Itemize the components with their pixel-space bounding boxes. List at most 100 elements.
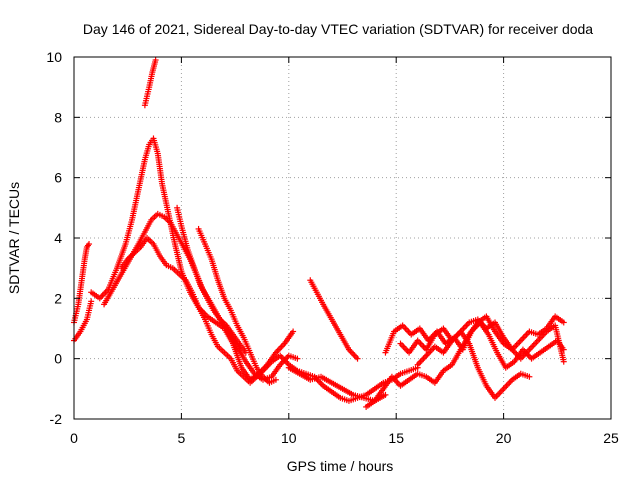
trail-segment bbox=[248, 375, 258, 385]
trail-segment bbox=[493, 387, 506, 400]
trail-segment bbox=[75, 273, 86, 306]
trail-segment bbox=[196, 228, 208, 245]
axis-ticks: 0 5 10 15 20 25 -2 0 2 4 6 8 10 bbox=[46, 49, 619, 446]
trail-segment bbox=[314, 291, 326, 306]
trail-segment bbox=[205, 297, 216, 312]
x-axis-label: GPS time / hours bbox=[287, 458, 394, 474]
trail-segment bbox=[135, 158, 148, 191]
trail-segment bbox=[155, 152, 165, 185]
trail-segment bbox=[185, 249, 197, 270]
trail-segment bbox=[235, 345, 248, 363]
trail-segment bbox=[261, 360, 274, 373]
trail-segment bbox=[469, 320, 482, 334]
trail-segment bbox=[129, 188, 141, 221]
trail-segment bbox=[192, 267, 204, 288]
data-point bbox=[560, 319, 567, 326]
trail-segment bbox=[450, 348, 463, 366]
series-pass-d bbox=[101, 210, 301, 383]
data-point bbox=[382, 391, 389, 398]
trail-segment bbox=[98, 287, 110, 300]
y-tick-label: 2 bbox=[54, 290, 62, 306]
trail-segment bbox=[146, 71, 155, 89]
trail-segment bbox=[211, 309, 222, 321]
trail-segment bbox=[145, 236, 155, 246]
trail-segment bbox=[329, 318, 343, 336]
trail-segment bbox=[71, 303, 81, 324]
trail-segment bbox=[84, 300, 94, 321]
series-pass-i bbox=[307, 277, 361, 362]
trail-segment bbox=[132, 245, 142, 255]
data-points bbox=[71, 57, 567, 410]
series-pass-n bbox=[414, 316, 567, 368]
trail-segment bbox=[149, 59, 159, 74]
trail-segment bbox=[72, 330, 83, 342]
y-axis-label: SDTVAR / TECUs bbox=[6, 182, 22, 294]
trail-segment bbox=[215, 279, 227, 300]
trail-segment bbox=[274, 342, 287, 355]
trail-segment bbox=[544, 315, 557, 330]
series-pass-h bbox=[141, 57, 159, 109]
data-point bbox=[290, 328, 297, 335]
x-tick-label: 5 bbox=[178, 430, 186, 446]
trail-segment bbox=[424, 345, 437, 358]
trail-segment bbox=[209, 333, 220, 348]
trail-segment bbox=[244, 360, 257, 376]
trail-segment bbox=[519, 330, 531, 343]
series-pass-f bbox=[174, 204, 249, 356]
trail-segment bbox=[228, 309, 240, 327]
trail-segment bbox=[330, 390, 342, 400]
trail-segment bbox=[242, 375, 252, 385]
y-tick-label: 0 bbox=[54, 351, 62, 367]
x-tick-label: 25 bbox=[603, 430, 619, 446]
data-point bbox=[560, 358, 567, 365]
y-tick-label: 6 bbox=[54, 170, 62, 186]
data-point bbox=[152, 57, 159, 64]
trail-segment bbox=[381, 375, 394, 391]
data-point bbox=[526, 373, 533, 380]
trail-segment bbox=[399, 377, 411, 388]
trail-segment bbox=[136, 230, 147, 246]
trail-segment bbox=[110, 273, 124, 291]
series-pass-b bbox=[71, 298, 95, 344]
trail-segment bbox=[330, 380, 344, 391]
data-point bbox=[88, 298, 95, 305]
trail-segment bbox=[79, 258, 88, 276]
x-tick-label: 15 bbox=[388, 430, 404, 446]
trail-segment bbox=[308, 279, 319, 294]
trail-segment bbox=[174, 207, 184, 227]
trail-segment bbox=[209, 258, 221, 282]
trail-segment bbox=[528, 329, 539, 337]
trail-segment bbox=[298, 371, 312, 382]
data-point bbox=[86, 241, 93, 248]
trail-segment bbox=[123, 219, 135, 245]
trail-segment bbox=[416, 371, 428, 380]
trail-segment bbox=[530, 350, 542, 361]
trail-segment bbox=[510, 339, 523, 352]
x-tick-label: 0 bbox=[70, 430, 78, 446]
chart-title: Day 146 of 2021, Sidereal Day-to-day VTE… bbox=[83, 21, 593, 37]
trail-segment bbox=[159, 182, 172, 215]
data-point bbox=[272, 376, 279, 383]
y-tick-label: 4 bbox=[54, 230, 62, 246]
trail-segment bbox=[158, 254, 169, 267]
series-pass-m bbox=[397, 325, 533, 401]
trail-segment bbox=[202, 318, 214, 336]
data-point bbox=[294, 355, 301, 362]
trail-segment bbox=[222, 351, 233, 361]
trail-segment bbox=[553, 314, 566, 325]
trail-segment bbox=[151, 137, 161, 155]
trail-segment bbox=[364, 387, 377, 397]
trail-segment bbox=[287, 353, 299, 361]
trail-segment bbox=[519, 348, 531, 361]
trail-segment bbox=[142, 86, 152, 107]
y-tick-label: 8 bbox=[54, 109, 62, 125]
trail-segment bbox=[241, 336, 253, 354]
trail-segment bbox=[493, 321, 506, 339]
trail-segment bbox=[373, 381, 385, 391]
trail-segment bbox=[442, 362, 454, 373]
trail-segment bbox=[190, 291, 201, 309]
trail-segment bbox=[261, 375, 271, 385]
trail-segment bbox=[536, 330, 549, 343]
trail-segment bbox=[269, 363, 282, 379]
